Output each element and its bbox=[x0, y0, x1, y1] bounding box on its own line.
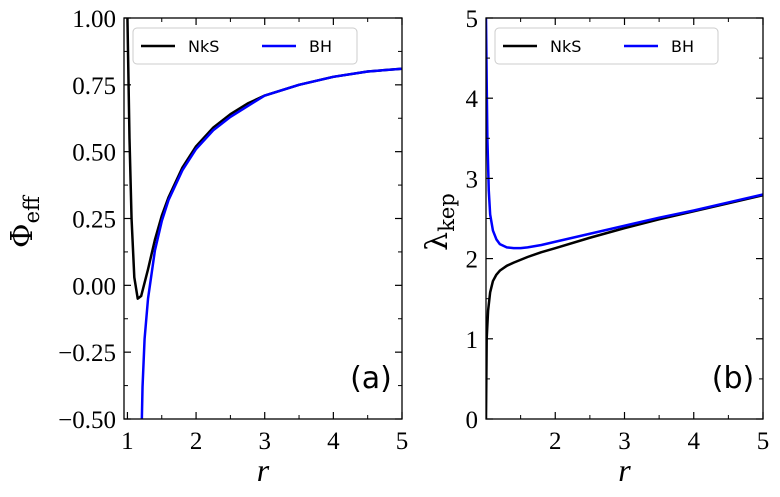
y-axis-label-symbol: λ bbox=[420, 232, 455, 251]
y-axis-label: Φeff bbox=[5, 194, 44, 248]
panel-tag-label: (a) bbox=[350, 361, 392, 396]
x-tick-label: 4 bbox=[688, 428, 701, 455]
y-tick-label: −0.25 bbox=[58, 340, 116, 367]
x-axis-label: r bbox=[257, 452, 270, 488]
legend-label-nks: NkS bbox=[188, 37, 219, 56]
x-tick-label: 5 bbox=[757, 428, 770, 455]
y-tick-label: 0.50 bbox=[72, 140, 116, 167]
y-tick-label: 5 bbox=[466, 6, 479, 33]
x-tick-label: 5 bbox=[396, 428, 409, 455]
x-tick-label: 2 bbox=[549, 428, 562, 455]
x-tick-label: 3 bbox=[618, 428, 631, 455]
y-axis-label: λkep bbox=[420, 193, 459, 251]
panel-tag-label: (b) bbox=[712, 361, 754, 396]
y-tick-label: −0.50 bbox=[58, 407, 116, 434]
x-tick-label: 1 bbox=[121, 428, 134, 455]
plot-frame bbox=[485, 17, 764, 420]
legend-label-nks: NkS bbox=[550, 37, 581, 56]
series-bh-line bbox=[140, 67, 402, 419]
panel-a: 1 2 3 4 5 −0.50 −0.25 0.00 0.25 0.50 0.75 1.00 r Φeff… bbox=[5, 6, 408, 488]
y-tick-label: 3 bbox=[466, 166, 479, 193]
plot-frame bbox=[123, 17, 403, 420]
y-tick-label: 1.00 bbox=[72, 6, 116, 33]
y-axis-label-symbol: Φ bbox=[5, 223, 40, 248]
series-bh-line bbox=[486, 18, 763, 250]
x-axis-label: r bbox=[618, 452, 631, 488]
y-axis-label-subscript: kep bbox=[435, 193, 459, 232]
legend-label-bh: BH bbox=[309, 37, 332, 56]
y-tick-label: 0 bbox=[466, 407, 479, 434]
y-tick-label: 0.25 bbox=[72, 207, 116, 234]
y-axis-label-subscript: eff bbox=[20, 194, 44, 223]
y-tick-label: 0.75 bbox=[72, 73, 116, 100]
series-nks-line bbox=[486, 194, 763, 419]
y-tick-label: 1 bbox=[466, 327, 479, 354]
legend-label-bh: BH bbox=[671, 37, 694, 56]
y-tick-label: 4 bbox=[466, 86, 479, 113]
x-tick-label: 4 bbox=[327, 428, 340, 455]
panel-b: 2 3 4 5 0 1 2 3 4 5 r λkep NkS BH (b) bbox=[420, 6, 769, 488]
x-tick-label: 2 bbox=[190, 428, 203, 455]
x-tick-label: 3 bbox=[258, 428, 271, 455]
y-tick-label: 2 bbox=[466, 247, 479, 274]
legend-box bbox=[132, 27, 358, 65]
legend-box bbox=[494, 27, 719, 65]
y-tick-label: 0.00 bbox=[72, 273, 116, 300]
